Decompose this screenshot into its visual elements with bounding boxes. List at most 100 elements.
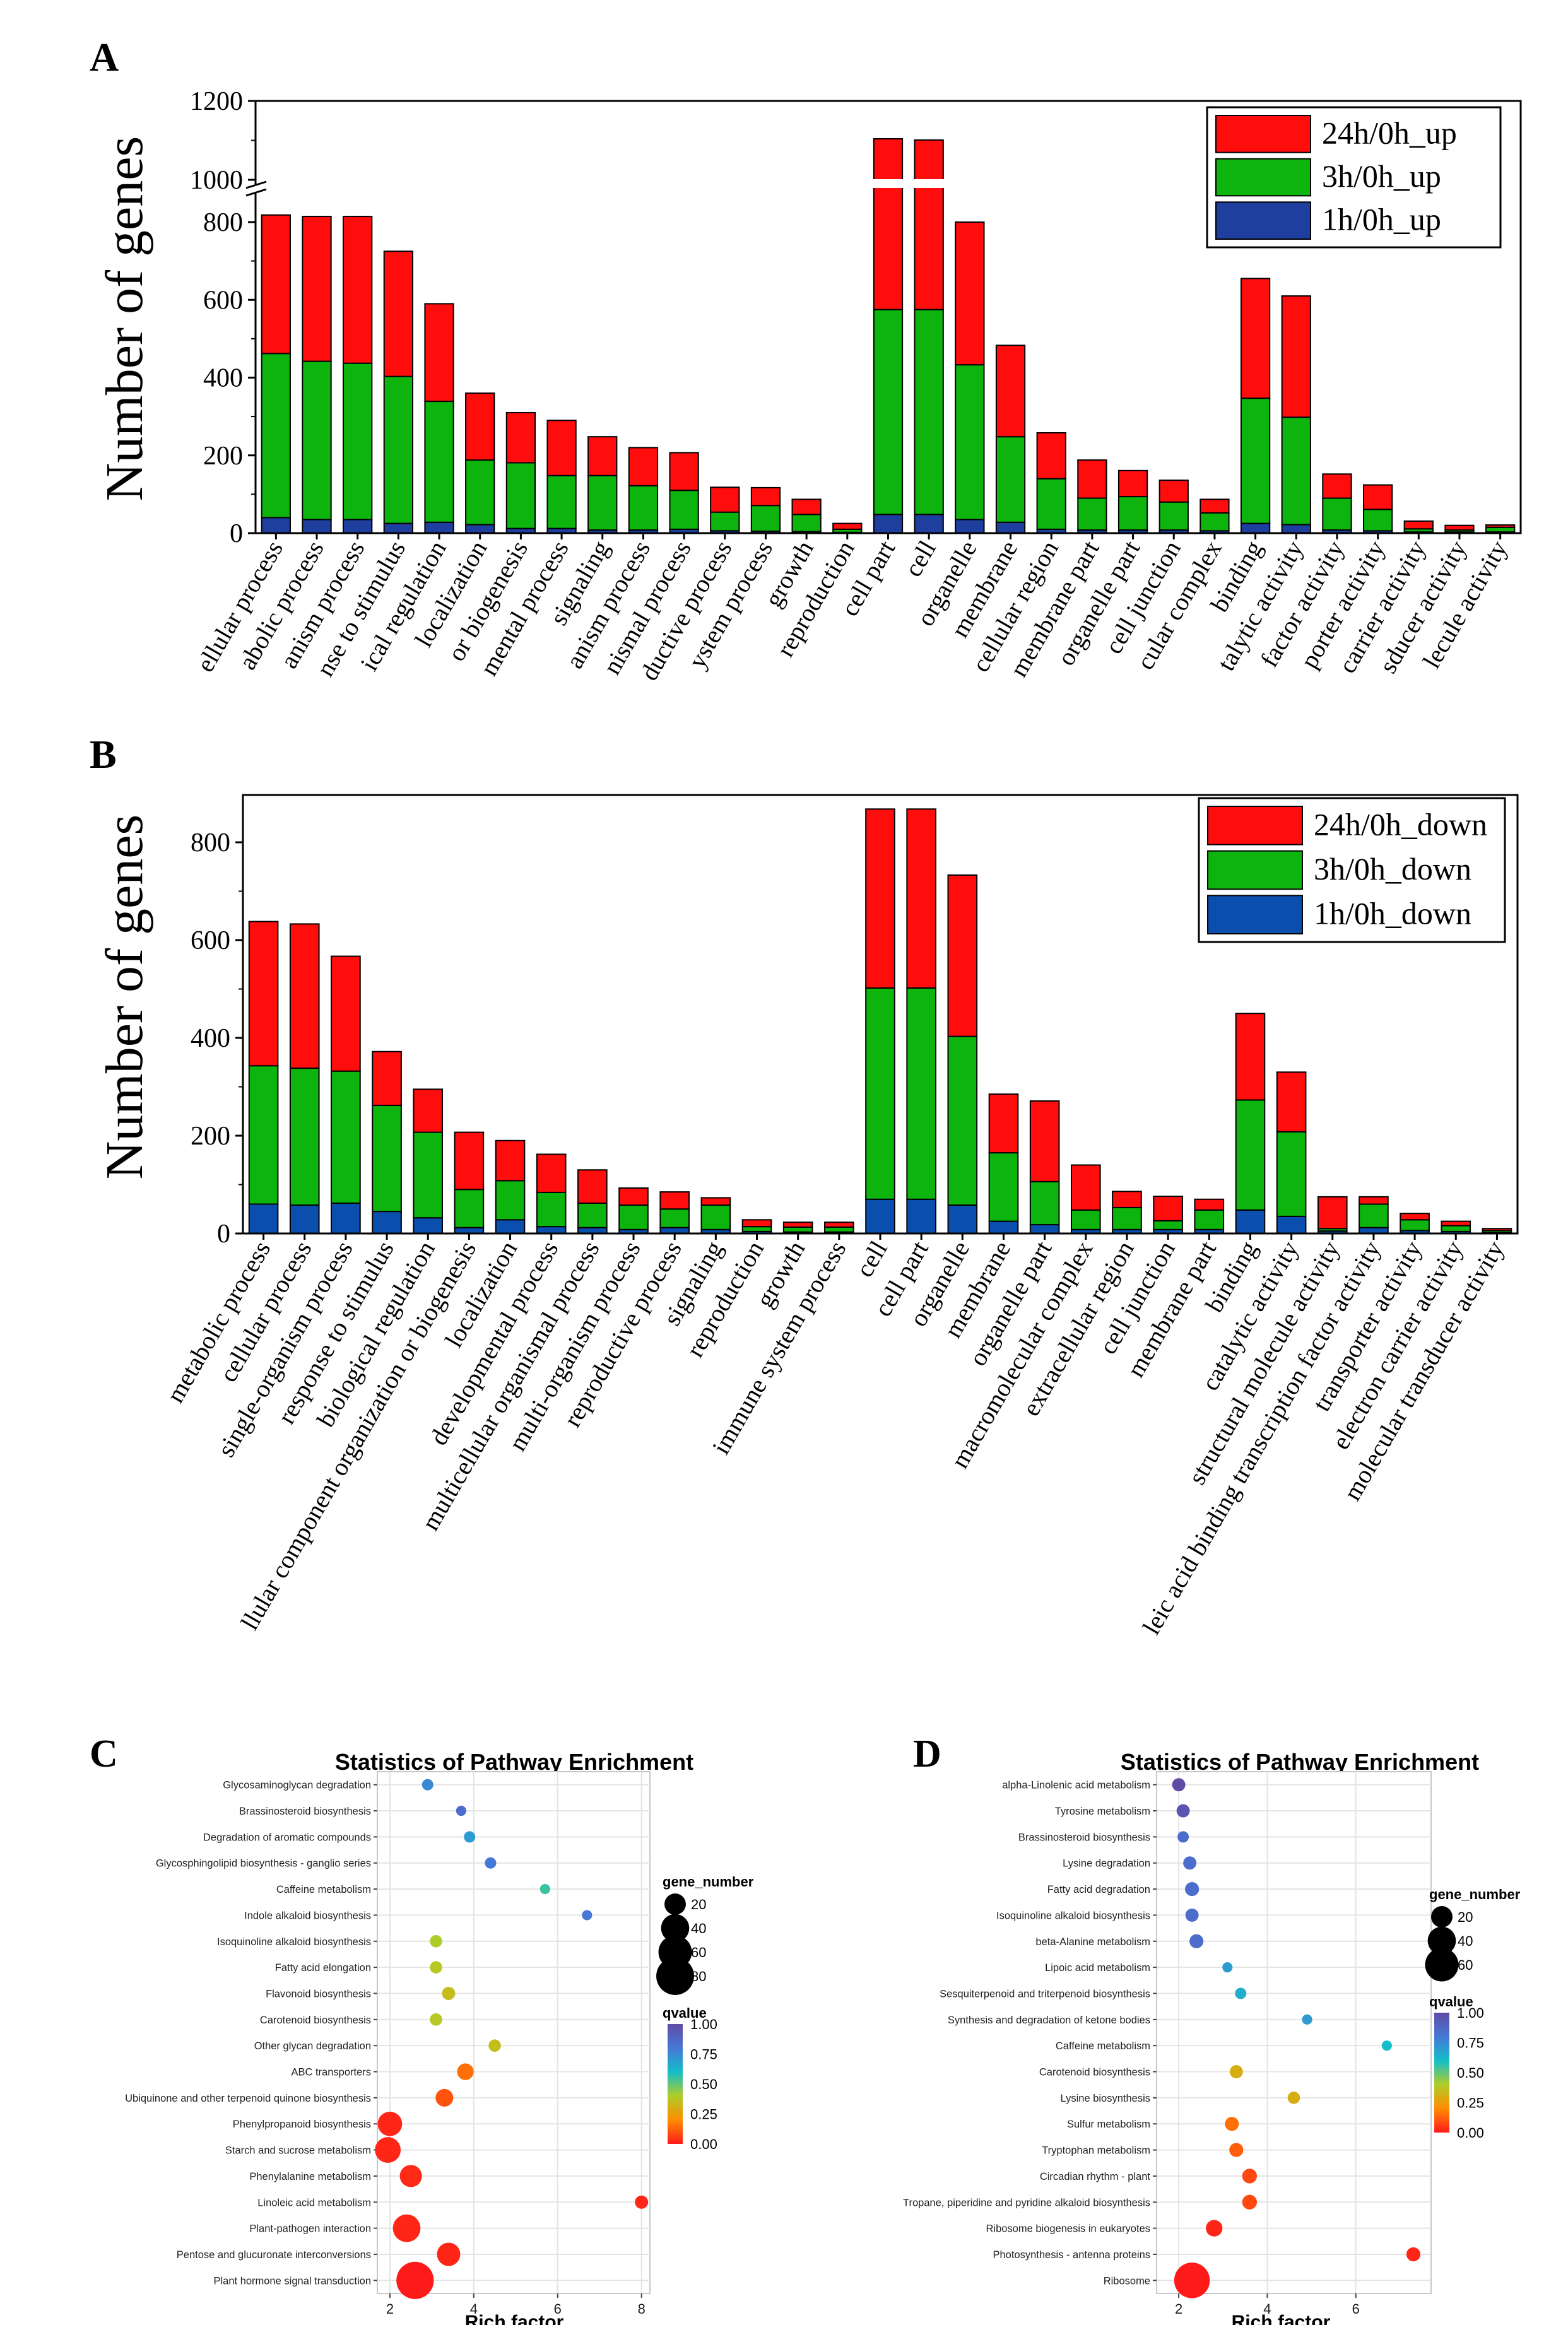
y-tick-label: 800: [191, 828, 230, 857]
bar-1h-0h_down-24: [1235, 1209, 1266, 1235]
bar-3h-0h_down-2: [331, 1070, 361, 1204]
legend-swatch: [1215, 201, 1311, 240]
bar-1h-0h_down-17: [947, 1204, 978, 1235]
bubble-point: [457, 2063, 474, 2080]
bar-24h-0h_up-19: [1036, 432, 1066, 480]
bubble-point: [1242, 2194, 1258, 2210]
size-legend-dot: [1431, 1906, 1453, 1928]
bar-24h-0h_down-25: [1276, 1071, 1307, 1133]
bubble-point: [1381, 2040, 1392, 2051]
bar-24h-0h_up-22: [1158, 480, 1189, 503]
bar-3h-0h_down-10: [659, 1208, 690, 1228]
x-tick-label: 4: [470, 2301, 478, 2317]
bar-24h-0h_down-8: [577, 1169, 608, 1204]
pathway-label: Flavonoid biosynthesis: [266, 1988, 371, 1999]
pathway-label: Fatty acid degradation: [1047, 1884, 1150, 1895]
bar-1h-0h_down-6: [495, 1219, 526, 1235]
bar-24h-0h_down-23: [1194, 1198, 1225, 1211]
bar-24h-0h_down-2: [331, 955, 361, 1072]
bubble-point: [582, 1910, 592, 1921]
bar-3h-0h_down-9: [618, 1204, 649, 1230]
bar-24h-0h_up-29: [1444, 524, 1475, 531]
pathway-label: Ubiquinone and other terpenoid quinone b…: [125, 2093, 371, 2104]
bar-3h-0h_down-5: [454, 1189, 485, 1228]
legend-label: 24h/0h_down: [1314, 806, 1487, 842]
bar-24h-0h_up-11: [710, 486, 740, 513]
bar-1h-0h_up-5: [465, 524, 495, 534]
bar-1h-0h_up-24: [1240, 522, 1271, 534]
bar-1h-0h_up-4: [424, 521, 454, 534]
bar-3h-0h_up-18: [995, 436, 1026, 523]
legend-swatch: [1215, 115, 1311, 153]
bar-3h-0h_up-3: [383, 375, 414, 524]
bar-24h-0h_down-18: [988, 1093, 1019, 1154]
x-tick-label: 8: [638, 2301, 645, 2317]
bar-24h-0h_up-20: [1077, 459, 1107, 499]
bar-3h-0h_down-12: [741, 1226, 772, 1232]
bar-24h-0h_up-15: [873, 138, 904, 310]
pathway-label: Caffeine metabolism: [1056, 2040, 1150, 2052]
bubble-point: [464, 1831, 476, 1843]
bar-3h-0h_up-30: [1485, 526, 1516, 533]
bar-1h-0h_down-1: [289, 1204, 320, 1235]
pathway-label: beta-Alanine metabolism: [1035, 1936, 1150, 1948]
bar-1h-0h_down-15: [865, 1198, 895, 1234]
pathway-label: Phenylalanine metabolism: [249, 2171, 371, 2182]
bar-24h-0h_down-0: [248, 921, 279, 1067]
bar-24h-0h_down-4: [413, 1088, 444, 1133]
legend-label: 1h/0h_down: [1314, 896, 1471, 931]
bar-1h-0h_down-2: [331, 1202, 361, 1234]
bar-24h-0h_up-1: [302, 216, 332, 362]
bubble-point: [1174, 2263, 1210, 2299]
bar-3h-0h_down-21: [1112, 1206, 1142, 1230]
y-tick-label: 600: [203, 286, 243, 315]
bar-1h-0h_down-0: [248, 1203, 279, 1234]
y-tick-label: 400: [191, 1024, 230, 1053]
bar-3h-0h_up-27: [1362, 509, 1393, 532]
bar-1h-0h_up-1: [302, 519, 332, 534]
pathway-label: Fatty acid elongation: [275, 1962, 371, 1974]
pathway-label: Ribosome: [1104, 2275, 1150, 2287]
bar-24h-0h_up-2: [343, 216, 373, 364]
bar-3h-0h_down-17: [947, 1035, 978, 1206]
colorbar: [668, 2024, 683, 2144]
bubble-point: [1176, 1804, 1190, 1818]
colorbar-label: 1.00: [1457, 2005, 1484, 2021]
bubble-point: [421, 1779, 433, 1791]
size-legend-dot: [1425, 1948, 1459, 1982]
bar-1h-0h_up-2: [343, 519, 373, 534]
pathway-label: Other glycan degradation: [254, 2040, 371, 2052]
bubble-point: [488, 2039, 501, 2052]
pathway-label: Degradation of aromatic compounds: [203, 1832, 371, 1843]
size-legend-label: 40: [1458, 1933, 1473, 1949]
y-tick-label: 0: [217, 1220, 230, 1249]
pathway-label: ABC transporters: [291, 2067, 371, 2078]
bar-3h-0h_up-24: [1240, 397, 1271, 524]
bubble-point: [399, 2165, 422, 2187]
bar-1h-0h_up-15: [873, 514, 904, 534]
pathway-label: Tryptophan metabolism: [1042, 2145, 1150, 2157]
bar-24h-0h_up-7: [546, 420, 577, 476]
legend-swatch: [1215, 158, 1311, 197]
bar-3h-0h_down-24: [1235, 1099, 1266, 1211]
colorbar: [1434, 2013, 1449, 2133]
bar-3h-0h_up-4: [424, 401, 454, 523]
pathway-label: Photosynthesis - antenna proteins: [993, 2249, 1151, 2261]
bar-24h-0h_down-5: [454, 1131, 485, 1191]
bubble-point: [1189, 1934, 1204, 1948]
x-tick-label: 6: [1352, 2301, 1360, 2317]
chart-c: Statistics of Pathway Enrichment Rich fa…: [125, 1749, 754, 2325]
bar-3h-0h_down-29: [1441, 1225, 1471, 1232]
bar-3h-0h_up-2: [343, 362, 373, 521]
size-legend-title: gene_number: [1429, 1886, 1521, 1902]
size-legend-label: 80: [691, 1969, 706, 1984]
bar-24h-0h_up-4: [424, 303, 454, 403]
pathway-label: Plant-pathogen interaction: [249, 2223, 371, 2235]
chart-b-ylabel: Number of genes: [95, 815, 154, 1179]
colorbar-label: 0.50: [1457, 2065, 1484, 2081]
bar-24h-0h_up-9: [628, 447, 659, 486]
bar-3h-0h_down-28: [1400, 1219, 1430, 1232]
bubble-point: [435, 2088, 454, 2107]
y-tick-label: 200: [191, 1122, 230, 1151]
colorbar-label: 0.25: [690, 2107, 717, 2122]
